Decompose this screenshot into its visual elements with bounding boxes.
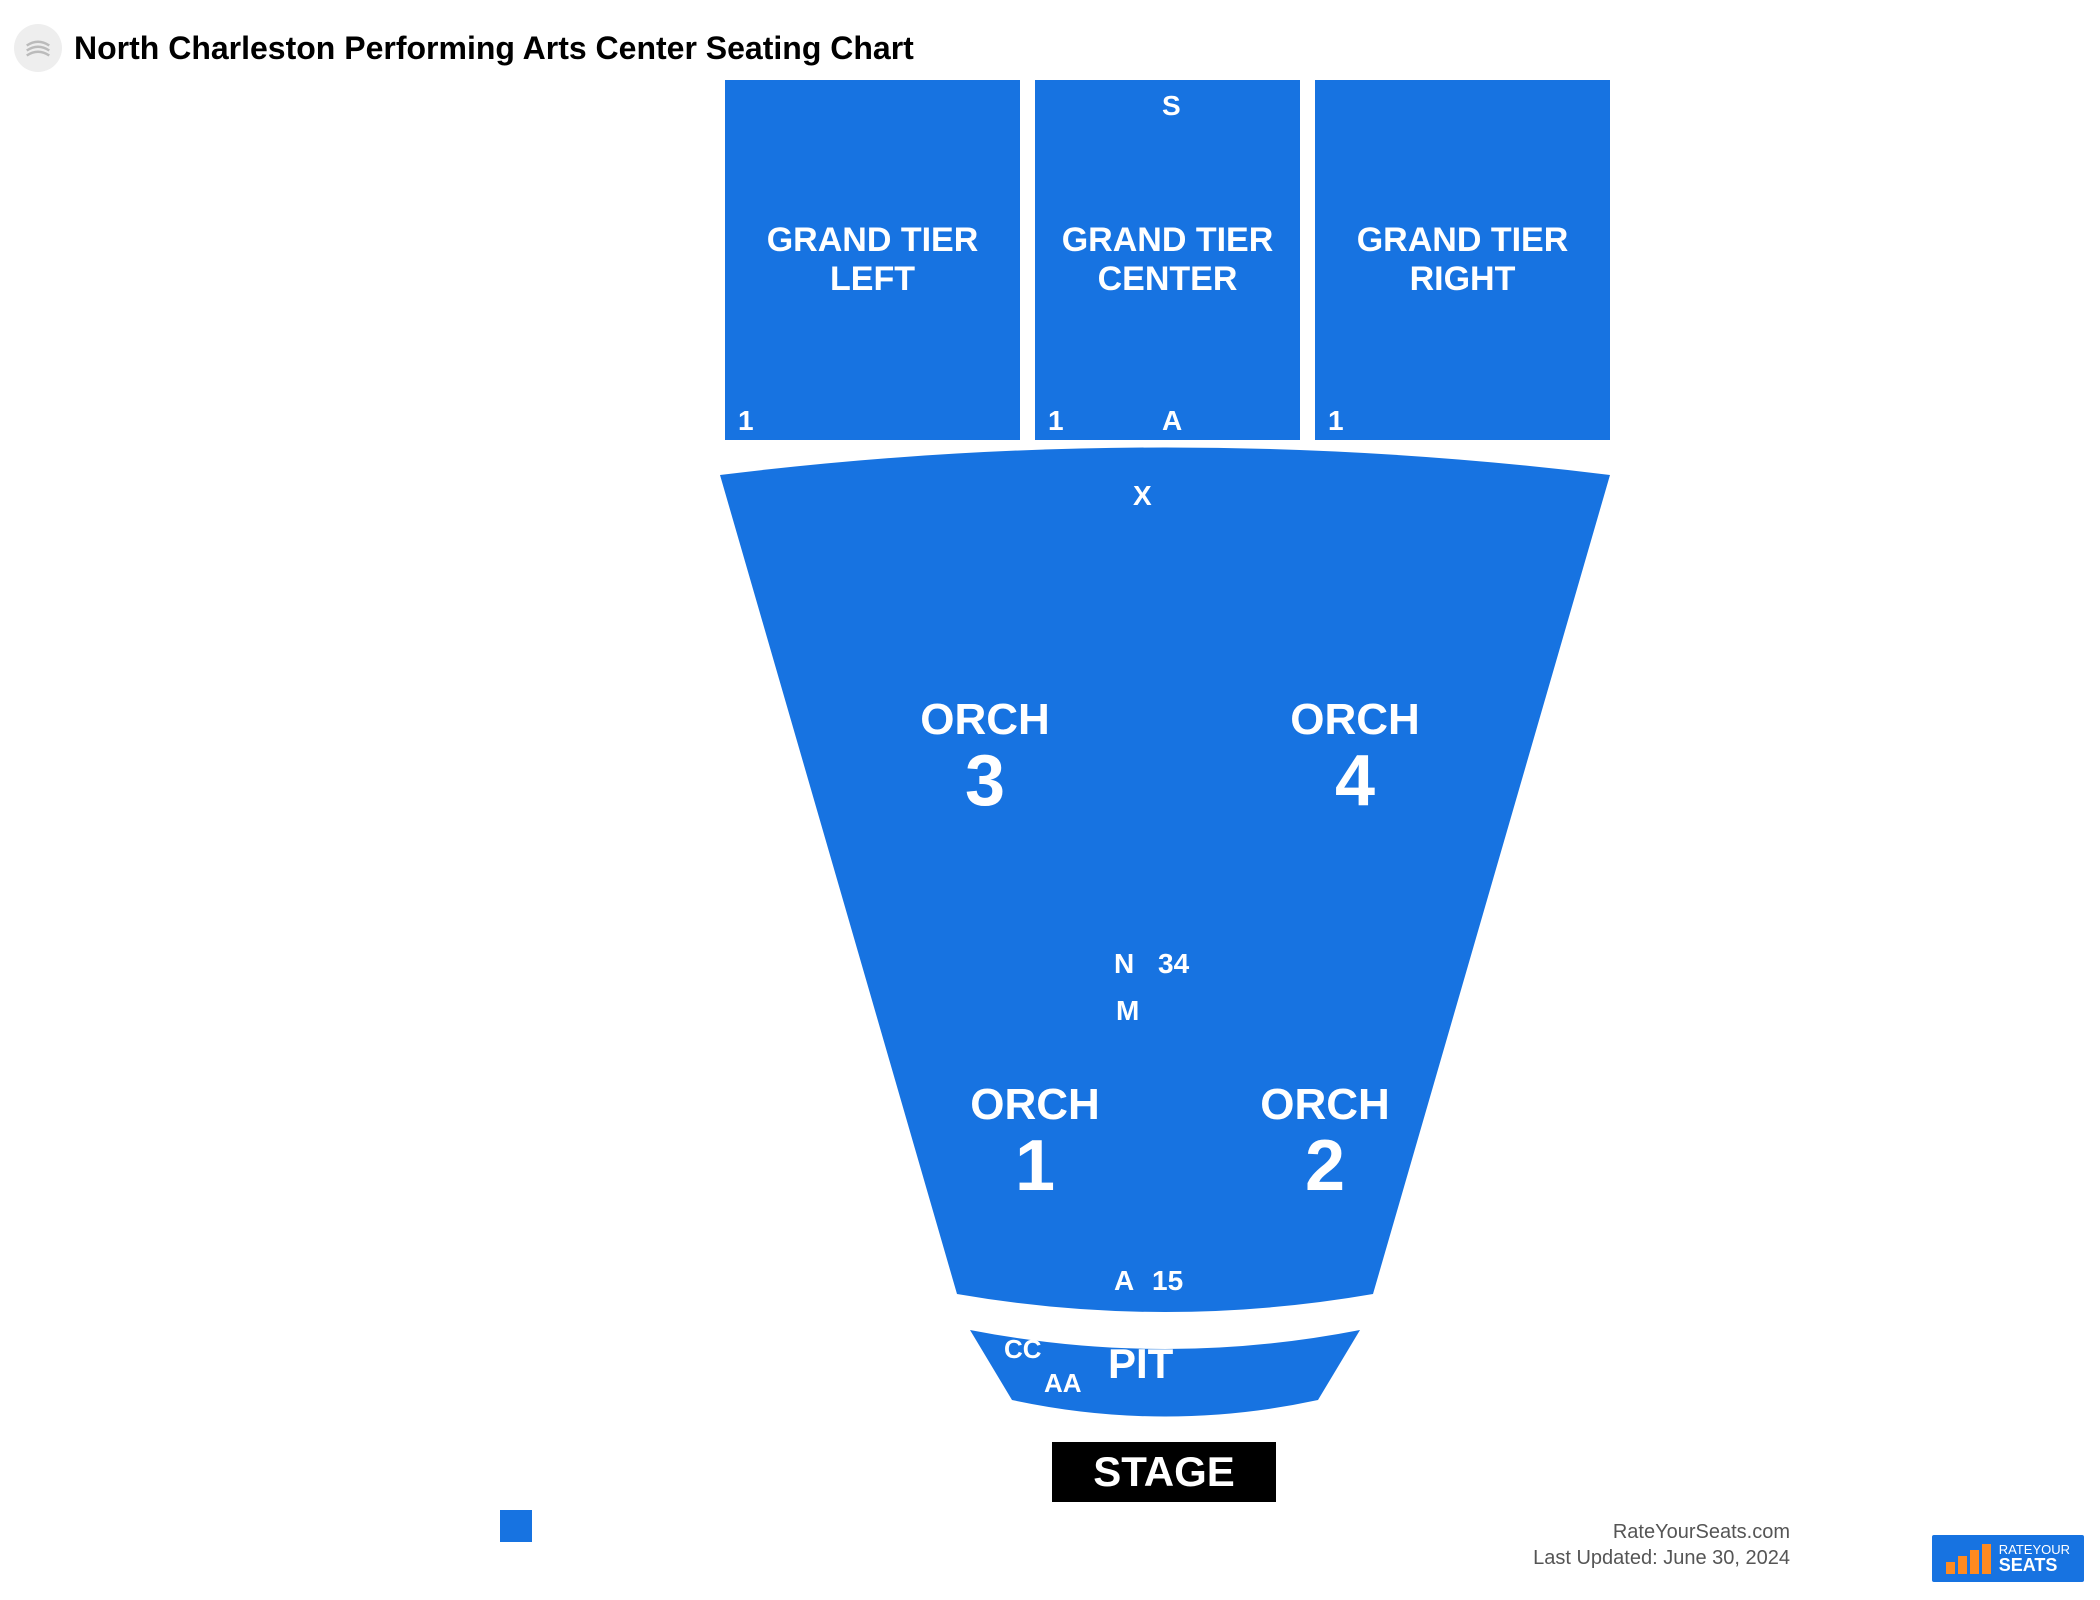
section-orch-1[interactable]: ORCH 1: [930, 1080, 1140, 1202]
section-orch-4[interactable]: ORCH 4: [1250, 695, 1460, 817]
row-marker-n: N: [1114, 948, 1134, 980]
row-marker-cc: CC: [1004, 1334, 1042, 1365]
row-marker-x: X: [1133, 480, 1152, 512]
row-marker-a: A: [1114, 1265, 1134, 1297]
stage-box: STAGE: [1052, 1442, 1276, 1502]
footer-updated: Last Updated: June 30, 2024: [1533, 1547, 1790, 1570]
stage-label: STAGE: [1093, 1448, 1235, 1496]
section-orch-2[interactable]: ORCH 2: [1220, 1080, 1430, 1202]
section-number: 4: [1250, 745, 1460, 817]
section-label-pit: PIT: [1108, 1340, 1173, 1388]
row-marker-m: M: [1116, 995, 1139, 1027]
logo-text-bottom: SEATS: [1999, 1556, 2070, 1574]
rateyourseats-logo[interactable]: RATEYOUR SEATS: [1932, 1535, 2084, 1582]
section-number: 1: [930, 1130, 1140, 1202]
row-marker-aa: AA: [1044, 1368, 1082, 1399]
page-title: North Charleston Performing Arts Center …: [74, 30, 914, 67]
venue-icon: [14, 24, 62, 72]
section-name: ORCH: [880, 695, 1090, 745]
footer-site: RateYourSeats.com: [1613, 1521, 1790, 1544]
section-number: 3: [880, 745, 1090, 817]
seat-marker-1: 1: [836, 995, 852, 1027]
section-name: ORCH: [1250, 695, 1460, 745]
section-orch-3[interactable]: ORCH 3: [880, 695, 1090, 817]
seat-marker-1: 1: [936, 1288, 952, 1320]
page-header: North Charleston Performing Arts Center …: [14, 24, 914, 72]
logo-bars-icon: [1946, 1544, 1991, 1574]
logo-text: RATEYOUR SEATS: [1999, 1543, 2070, 1574]
seat-marker-15: 15: [1152, 1265, 1183, 1297]
section-number: 2: [1220, 1130, 1430, 1202]
section-name: ORCH: [1220, 1080, 1430, 1130]
legend-swatch: [500, 1510, 532, 1542]
seat-marker-34: 34: [1158, 948, 1189, 980]
section-name: ORCH: [930, 1080, 1140, 1130]
section-orchestra[interactable]: [720, 448, 1610, 1313]
seating-chart: GRAND TIERLEFT GRAND TIERCENTER GRAND TI…: [0, 80, 2100, 1540]
